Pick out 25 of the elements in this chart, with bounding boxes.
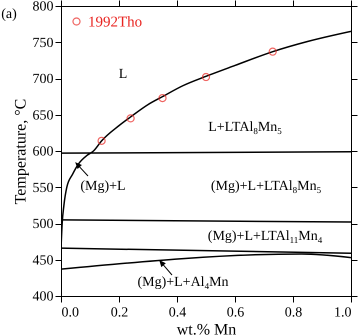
x-axis-title: wt.% Mn [176, 322, 236, 336]
y-tick-label: 550 [32, 180, 54, 196]
x-tick-label: 0.4 [168, 306, 186, 320]
annotation: (Mg)+L [80, 179, 126, 194]
annotation: L+LTAl$_{8}$Mn$_{5}$ [208, 120, 282, 136]
annotation: (Mg)+L+LTAl$_{11}$Mn$_{4}$ [208, 229, 322, 245]
y-tick-label: 800 [32, 0, 54, 14]
y-tick-label: 650 [32, 108, 54, 124]
text: (a) [1, 7, 17, 22]
y-tick-label: 400 [32, 290, 54, 304]
x-tick-label: 0.8 [284, 306, 302, 320]
y-tick-label: 500 [32, 217, 54, 232]
annotation: L [118, 67, 128, 82]
annotation: (Mg)+L+LTAl$_{8}$Mn$_{5}$ [210, 179, 322, 195]
y-tick-label: 600 [32, 144, 54, 160]
y-axis-title: Temperature, °C [12, 98, 30, 204]
annotation: (Mg)+L+Al$_{4}$Mn [137, 275, 229, 291]
x-tick-label: 1.0 [334, 306, 352, 320]
x-tick-label: 0.2 [110, 306, 128, 320]
y-tick-label: 700 [32, 72, 54, 87]
x-tick-label: 0.6 [226, 306, 244, 320]
legend-label: 1992Tho [88, 14, 142, 30]
x-tick-label: 0.0 [62, 306, 79, 320]
y-tick-label: 750 [32, 36, 54, 51]
y-tick-label: 450 [32, 253, 54, 268]
